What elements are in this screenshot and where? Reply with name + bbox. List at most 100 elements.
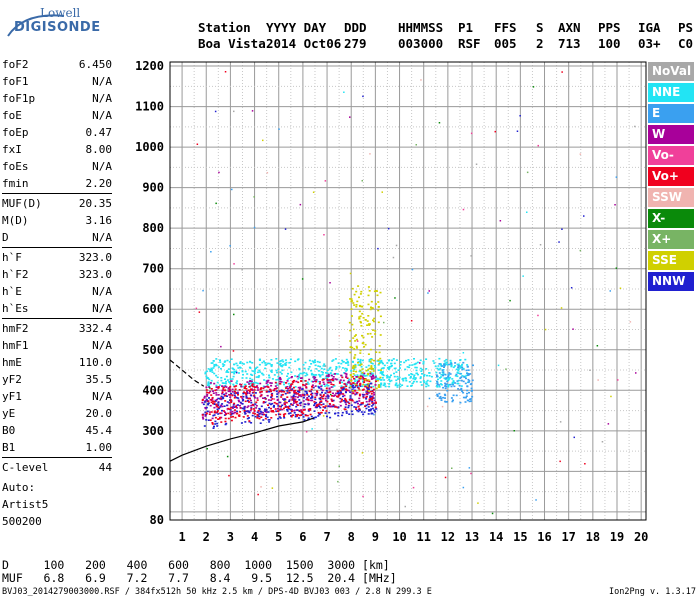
noise-point: [338, 465, 340, 467]
echo-point-w: [204, 415, 207, 417]
y-tick-label: 800: [142, 221, 164, 235]
echo-point-nnw: [318, 405, 321, 408]
echo-point-nne: [466, 364, 469, 366]
echo-point-sse: [367, 379, 370, 381]
echo-point-vo-: [252, 391, 255, 394]
echo-point-nnw: [291, 388, 294, 390]
echo-point-nne: [310, 369, 313, 372]
echo-point-nne: [380, 359, 383, 362]
echo-point-w: [314, 392, 317, 395]
echo-point-nne: [251, 370, 254, 372]
noise-point: [614, 204, 616, 206]
echo-point-nnw: [365, 407, 368, 410]
echo-point-nnw: [258, 407, 261, 410]
echo-point-nne: [408, 374, 411, 376]
echo-point-sse: [372, 319, 374, 321]
echo-point-vo-: [294, 400, 297, 402]
echo-point-nnw: [233, 392, 236, 394]
header-label-1: YYYY DAY: [266, 20, 327, 35]
echo-point-nnw: [271, 392, 274, 395]
echo-point-nne: [419, 359, 422, 362]
echo-point-nne: [233, 372, 236, 375]
echo-point-sse: [372, 370, 375, 372]
echo-point-nne: [223, 385, 226, 388]
echo-point-vo-: [315, 380, 317, 383]
echo-point-nnw: [264, 410, 267, 412]
noise-point: [196, 143, 199, 145]
echo-point-sse: [359, 364, 362, 367]
noise-point: [526, 171, 529, 174]
echo-point-sse: [377, 321, 380, 324]
echo-point-w: [328, 379, 331, 381]
echo-point-sse: [373, 359, 375, 362]
echo-point-w: [293, 409, 296, 412]
echo-point-nnw: [326, 395, 329, 397]
echo-point-vo-: [211, 423, 214, 425]
echo-point-nne: [231, 371, 233, 374]
echo-point-w: [274, 385, 277, 387]
echo-point-nne: [445, 361, 448, 364]
echo-point-w: [203, 395, 206, 398]
echo-point-vo-: [239, 407, 242, 409]
echo-point-nne: [338, 366, 341, 368]
echo-point-nnw: [217, 397, 220, 400]
echo-point-nnw: [279, 417, 282, 419]
noise-point: [253, 196, 255, 198]
echo-point-vo-: [322, 395, 325, 398]
echo-point-nnw: [232, 403, 235, 406]
echo-point-nne: [436, 367, 439, 370]
echo-point-w: [270, 384, 273, 387]
echo-point-w: [296, 375, 299, 378]
noise-point: [634, 125, 636, 128]
param-row: yF1 N/A: [2, 388, 112, 405]
echo-point-nne: [455, 368, 458, 371]
echo-point-vo-: [248, 401, 250, 403]
echo-point-vo-: [305, 386, 308, 388]
echo-point-vo-: [256, 413, 259, 416]
echo-point-vo-: [296, 400, 299, 403]
echo-point-nnw: [356, 409, 359, 412]
echo-point-nnw: [288, 392, 291, 394]
echo-point-vo-: [224, 413, 227, 416]
echo-point-nnw: [229, 409, 232, 411]
echo-point-nne: [389, 380, 392, 383]
echo-point-nne: [405, 359, 407, 362]
noise-point: [596, 345, 599, 347]
echo-point-w: [358, 378, 361, 380]
echo-point-nne: [316, 360, 319, 363]
noise-point: [369, 153, 371, 155]
echo-point-w: [345, 403, 348, 406]
echo-point-nnw: [370, 405, 373, 407]
echo-point-sse: [369, 361, 372, 363]
echo-point-nnw: [205, 398, 208, 401]
echo-point-nnw: [212, 414, 215, 417]
echo-point-vo-: [288, 390, 291, 392]
echo-point-nne: [307, 368, 310, 370]
noise-point: [494, 130, 496, 133]
echo-point-e: [459, 401, 462, 404]
echo-point-w: [279, 376, 282, 379]
echo-point-e: [470, 387, 473, 390]
echo-point-nne: [374, 366, 377, 369]
echo-point-w: [311, 384, 314, 386]
echo-point-w: [240, 402, 243, 405]
y-tick-label: 500: [142, 343, 164, 357]
echo-point-nne: [411, 373, 414, 376]
echo-point-nne: [388, 359, 391, 361]
echo-point-w: [333, 394, 336, 396]
echo-point-w: [327, 375, 330, 377]
echo-point-nnw: [264, 408, 266, 411]
echo-point-nne: [403, 361, 406, 364]
echo-point-vo-: [283, 391, 286, 393]
echo-point-nne: [257, 382, 259, 385]
echo-point-vo-: [332, 404, 335, 406]
echo-point-vo-: [285, 401, 288, 404]
echo-point-e: [442, 374, 444, 377]
x-tick-label: 3: [227, 530, 234, 544]
echo-point-nne: [451, 378, 454, 380]
echo-point-w: [348, 382, 351, 384]
echo-point-vo-: [276, 410, 279, 412]
x-tick-label: 14: [489, 530, 503, 544]
echo-point-vo-: [358, 384, 361, 386]
echo-point-nne: [228, 361, 231, 363]
